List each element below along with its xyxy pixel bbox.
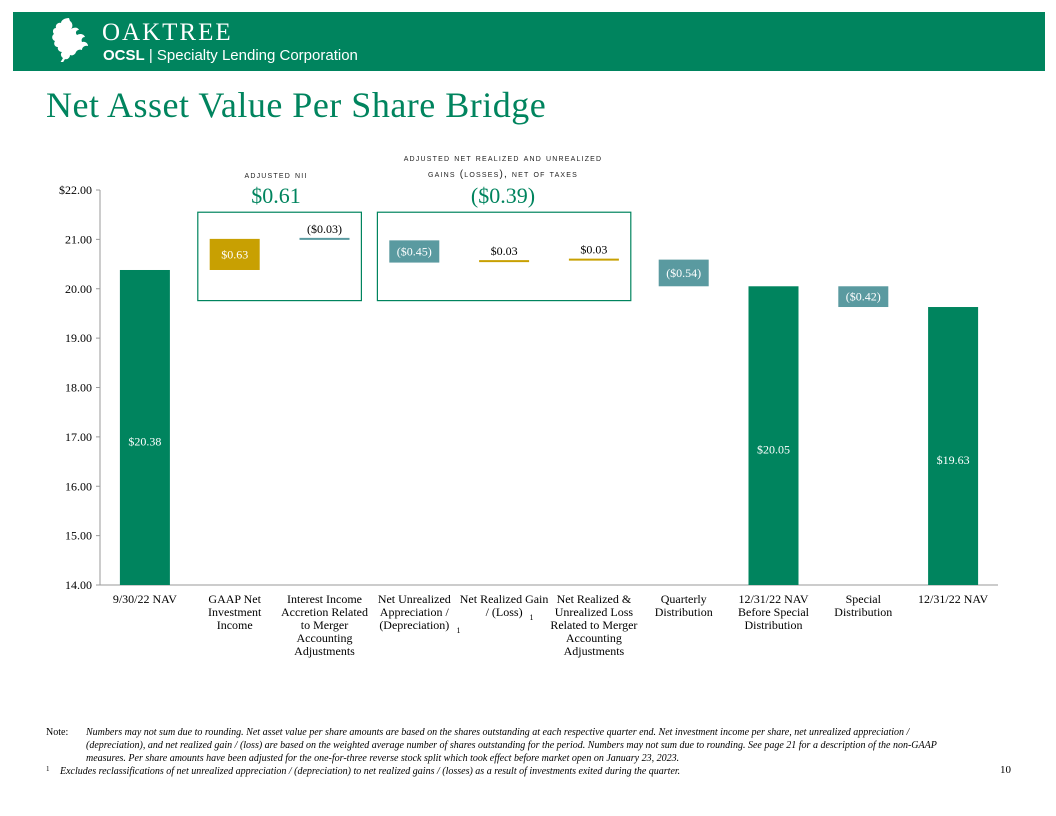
bar-delta-2 bbox=[209, 238, 260, 270]
y-tick-label: 17.00 bbox=[65, 430, 92, 444]
bar-value-label: $0.03 bbox=[580, 243, 607, 257]
x-category-label: Net Unrealized bbox=[378, 592, 451, 606]
x-category-label: GAAP Net bbox=[208, 592, 261, 606]
x-category-label: 12/31/22 NAV bbox=[738, 592, 808, 606]
bar-value-label: $0.63 bbox=[221, 247, 248, 261]
x-category-label: Related to Merger bbox=[550, 618, 637, 632]
bar-total-1 bbox=[119, 269, 170, 585]
group-label-realized-unrealized-line1: adjusted net realized and unrealized bbox=[403, 153, 603, 164]
brand-subtitle: OCSL | Specialty Lending Corporation bbox=[103, 47, 358, 64]
bar-value-label: ($0.54) bbox=[666, 266, 701, 280]
group-value-adjusted-nii: $0.61 bbox=[251, 183, 301, 208]
brand-name: OAKTREE bbox=[102, 19, 233, 46]
header-banner: OAKTREE OCSL | Specialty Lending Corpora… bbox=[13, 12, 1045, 71]
bar-value-label: ($0.03) bbox=[307, 222, 342, 236]
footnote: Note: Numbers may not sum due to roundin… bbox=[46, 726, 946, 778]
group-box-2 bbox=[376, 211, 632, 302]
x-category-label: Unrealized Loss bbox=[555, 605, 634, 619]
x-category-label: Accretion Related bbox=[281, 605, 368, 619]
bar-value-label: $20.38 bbox=[128, 434, 161, 448]
y-tick-label: 20.00 bbox=[65, 282, 92, 296]
group-label-realized-unrealized-line2: gains (losses), net of taxes bbox=[427, 169, 579, 180]
x-category-label: Appreciation / bbox=[380, 605, 450, 619]
x-category-label: Before Special bbox=[738, 605, 810, 619]
page-number: 10 bbox=[1000, 764, 1011, 776]
footnote-1: 1 Excludes reclassifications of net unre… bbox=[46, 765, 946, 778]
bar-total-10 bbox=[928, 307, 979, 585]
group-box-1 bbox=[197, 211, 363, 302]
page-title: Net Asset Value Per Share Bridge bbox=[46, 85, 547, 125]
x-category-label: (Depreciation) bbox=[379, 618, 449, 632]
bar-delta-4 bbox=[389, 240, 440, 263]
bar-value-label: ($0.42) bbox=[846, 290, 881, 304]
y-tick-label: 15.00 bbox=[65, 529, 92, 543]
x-category-label: Special bbox=[846, 592, 882, 606]
x-category-label: 9/30/22 NAV bbox=[113, 592, 177, 606]
x-category-label: Net Realized Gain bbox=[460, 592, 549, 606]
group-label-adjusted-nii: adjusted nii bbox=[244, 170, 308, 181]
ticker: OCSL bbox=[103, 47, 145, 64]
x-category-label: Accounting bbox=[566, 631, 622, 645]
x-category-label: Accounting bbox=[297, 631, 353, 645]
bar-value-label: $0.03 bbox=[491, 244, 518, 258]
x-category-label: 12/31/22 NAV bbox=[918, 592, 988, 606]
footnote-1-text: Excludes reclassifications of net unreal… bbox=[60, 766, 681, 777]
x-category-label: to Merger bbox=[301, 618, 348, 632]
oak-leaf-logo-icon bbox=[52, 18, 88, 62]
bar-delta-7 bbox=[658, 259, 709, 287]
y-tick-label: 16.00 bbox=[65, 479, 92, 493]
x-category-label: Distribution bbox=[655, 605, 713, 619]
x-category-label: Quarterly bbox=[661, 592, 707, 606]
bar-delta-9 bbox=[838, 286, 889, 308]
footnote-note-text: Numbers may not sum due to rounding. Net… bbox=[86, 727, 937, 764]
y-tick-label: $22.00 bbox=[59, 183, 92, 197]
x-category-label: Net Realized & bbox=[557, 592, 632, 606]
x-category-label: / (Loss) bbox=[486, 605, 523, 619]
bar-total-8 bbox=[748, 286, 799, 585]
bar-value-label: $19.63 bbox=[937, 453, 970, 467]
x-category-label: Distribution bbox=[834, 605, 892, 619]
x-category-label: Adjustments bbox=[294, 644, 355, 658]
x-category-label: Investment bbox=[208, 605, 262, 619]
bar-value-label: ($0.45) bbox=[397, 244, 432, 258]
nav-bridge-chart: $22.00 21.00 20.00 19.00 18.00 17.00 16.00 15.0… bbox=[59, 183, 998, 658]
x-category-label: Adjustments bbox=[564, 644, 625, 658]
footnote-note-label: Note: bbox=[46, 727, 69, 738]
footnote-1-marker: 1 bbox=[46, 765, 50, 773]
company-name: Specialty Lending Corporation bbox=[156, 47, 358, 64]
y-tick-label: 19.00 bbox=[65, 331, 92, 345]
y-tick-label: 14.00 bbox=[65, 578, 92, 592]
group-value-realized-unrealized: ($0.39) bbox=[470, 183, 536, 208]
x-category-superscript: 1 bbox=[530, 613, 534, 622]
x-category-label: Income bbox=[217, 618, 253, 632]
bar-value-label: $20.05 bbox=[757, 443, 790, 457]
y-tick-label: 18.00 bbox=[65, 381, 92, 395]
x-category-label: Distribution bbox=[744, 618, 802, 632]
x-category-label: Interest Income bbox=[287, 592, 362, 606]
y-tick-label: 21.00 bbox=[65, 232, 92, 246]
brand-separator: | bbox=[148, 47, 153, 64]
x-category-superscript: 1 bbox=[457, 626, 461, 635]
